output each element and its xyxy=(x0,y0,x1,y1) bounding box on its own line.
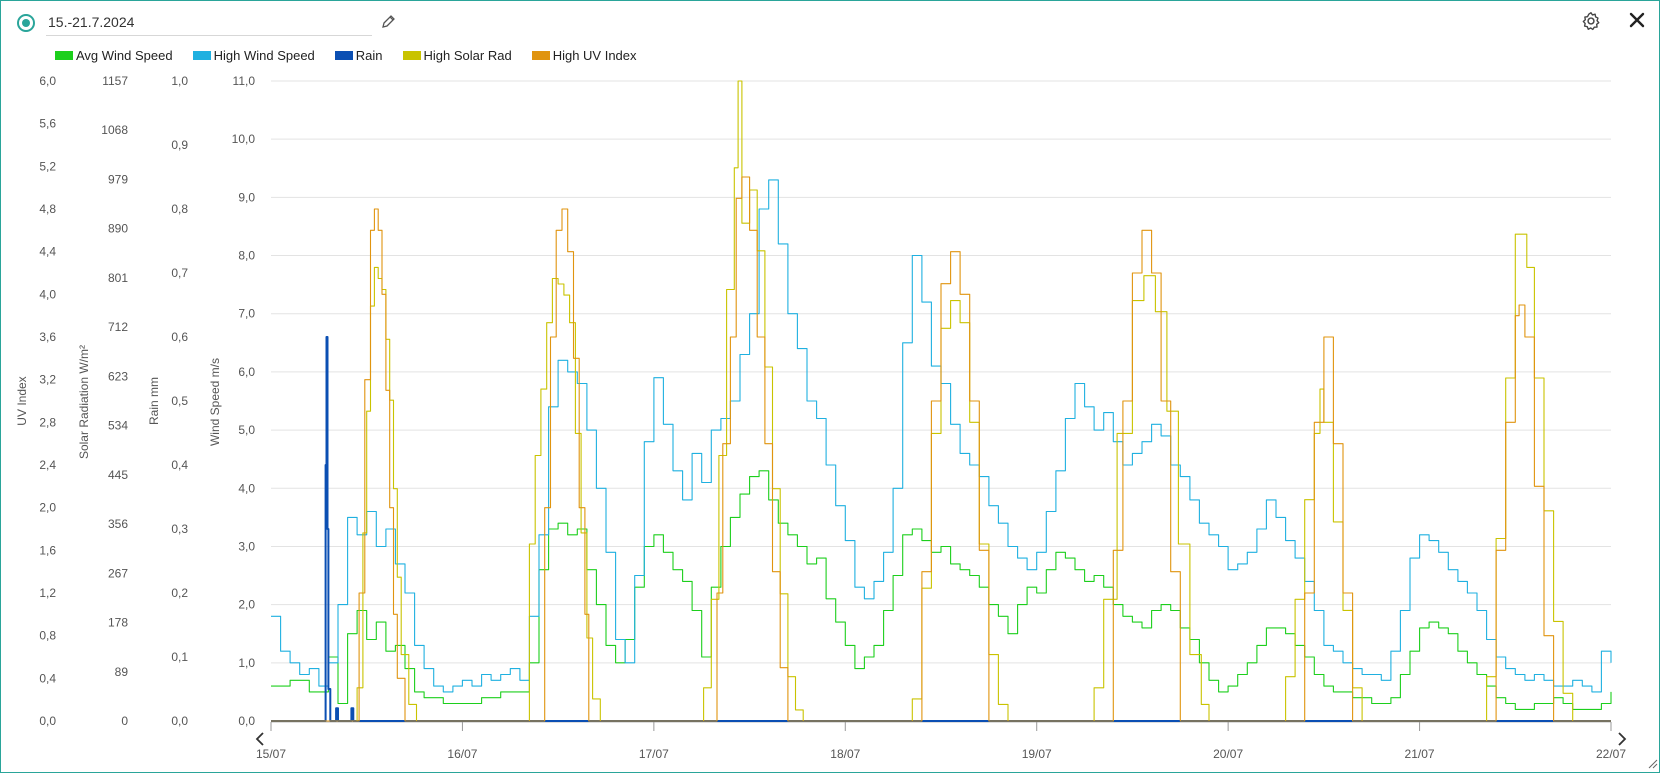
page-title: 15.-21.7.2024 xyxy=(48,14,135,30)
legend-item-high-wind[interactable]: High Wind Speed xyxy=(192,47,315,63)
uv-tick-label: 4,4 xyxy=(39,245,56,259)
wind-tick-label: 9,0 xyxy=(238,190,255,204)
status-dot-icon[interactable] xyxy=(17,14,35,32)
x-tick-label: 16/07 xyxy=(447,747,477,761)
pencil-icon[interactable] xyxy=(378,12,398,32)
rain-tick-label: 0,1 xyxy=(171,650,188,664)
rain-tick-label: 0,9 xyxy=(171,138,188,152)
rain-tick-label: 0,3 xyxy=(171,522,188,536)
chevron-left-icon[interactable] xyxy=(255,732,264,746)
wind-tick-label: 4,0 xyxy=(238,481,255,495)
uv-tick-label: 4,0 xyxy=(39,287,56,301)
rain-tick-label: 0,8 xyxy=(171,202,188,216)
uv-tick-label: 0,0 xyxy=(39,714,56,728)
uv-tick-label: 3,2 xyxy=(39,373,56,387)
resize-grip-icon xyxy=(1648,759,1658,769)
solar-axis-title: Solar Radiation W/m² xyxy=(77,345,91,459)
legend-item-uv[interactable]: High UV Index xyxy=(531,47,637,63)
uv-tick-label: 0,4 xyxy=(39,671,56,685)
wind-tick-label: 8,0 xyxy=(238,249,255,263)
uv-axis-title: UV Index xyxy=(15,376,29,425)
uv-tick-label: 1,2 xyxy=(39,586,56,600)
uv-tick-label: 1,6 xyxy=(39,543,56,557)
series-line-0 xyxy=(271,470,1612,710)
legend-item-avg-wind[interactable]: Avg Wind Speed xyxy=(55,47,173,63)
rain-tick-label: 0,2 xyxy=(171,586,188,600)
rain-tick-label: 0,5 xyxy=(171,394,188,408)
x-tick-label: 15/07 xyxy=(256,747,286,761)
uv-tick-label: 6,0 xyxy=(39,74,56,88)
close-icon[interactable] xyxy=(1626,9,1648,31)
legend-item-solar[interactable]: High Solar Rad xyxy=(402,47,512,63)
series-line-4 xyxy=(271,176,1611,722)
x-tick-label: 20/07 xyxy=(1213,747,1243,761)
solar-tick-label: 0 xyxy=(121,714,128,728)
legend-swatch xyxy=(531,50,550,60)
rain-tick-label: 0,0 xyxy=(171,714,188,728)
rain-tick-label: 0,4 xyxy=(171,458,188,472)
x-tick-label: 19/07 xyxy=(1022,747,1052,761)
solar-tick-label: 1157 xyxy=(102,74,128,88)
solar-tick-label: 534 xyxy=(108,419,128,433)
uv-tick-label: 5,2 xyxy=(39,159,56,173)
legend-swatch xyxy=(334,50,353,60)
rain-tick-label: 0,6 xyxy=(171,330,188,344)
x-tick-label: 18/07 xyxy=(830,747,860,761)
uv-tick-label: 2,8 xyxy=(39,415,56,429)
solar-tick-label: 89 xyxy=(115,665,129,679)
x-tick-label: 22/07 xyxy=(1596,747,1626,761)
solar-tick-label: 267 xyxy=(108,566,128,580)
chevron-right-icon[interactable] xyxy=(1618,732,1627,746)
solar-tick-label: 801 xyxy=(108,271,128,285)
legend-swatch xyxy=(402,50,421,60)
solar-tick-label: 1068 xyxy=(101,123,128,137)
wind-tick-label: 3,0 xyxy=(238,539,255,553)
wind-tick-label: 7,0 xyxy=(238,307,255,321)
series-line-2 xyxy=(271,336,1611,722)
uv-tick-label: 4,8 xyxy=(39,202,56,216)
uv-tick-label: 2,0 xyxy=(39,501,56,515)
wind-tick-label: 2,0 xyxy=(238,598,255,612)
legend-item-rain[interactable]: Rain xyxy=(334,47,383,63)
title-input[interactable]: 15.-21.7.2024 xyxy=(46,10,372,36)
solar-tick-label: 979 xyxy=(108,172,128,186)
legend-swatch xyxy=(55,50,73,60)
rain-tick-label: 1,0 xyxy=(171,74,188,88)
solar-tick-label: 623 xyxy=(108,369,128,383)
legend-label: Avg Wind Speed xyxy=(76,47,173,63)
wind-tick-label: 6,0 xyxy=(238,365,255,379)
legend-label: High UV Index xyxy=(552,47,637,63)
wind-tick-label: 11,0 xyxy=(233,74,256,88)
wind-tick-label: 0,0 xyxy=(238,714,255,728)
x-tick-label: 17/07 xyxy=(639,747,669,761)
legend-swatch xyxy=(192,50,211,60)
uv-tick-label: 5,6 xyxy=(39,117,56,131)
legend-label: High Solar Rad xyxy=(423,47,512,63)
uv-tick-label: 2,4 xyxy=(39,458,56,472)
rain-tick-label: 0,7 xyxy=(171,266,188,280)
solar-tick-label: 356 xyxy=(108,517,128,531)
solar-tick-label: 178 xyxy=(108,616,128,630)
legend-label: High Wind Speed xyxy=(213,47,315,63)
wind-tick-label: 1,0 xyxy=(238,656,255,670)
solar-tick-label: 445 xyxy=(108,468,128,482)
uv-tick-label: 3,6 xyxy=(39,330,56,344)
rain-axis-title: Rain mm xyxy=(147,377,161,425)
gear-icon[interactable] xyxy=(1580,10,1602,32)
series-line-1 xyxy=(271,179,1612,693)
wind-tick-label: 5,0 xyxy=(238,423,255,437)
wind-tick-label: 10,0 xyxy=(232,132,256,146)
solar-tick-label: 890 xyxy=(108,222,128,236)
x-tick-label: 21/07 xyxy=(1405,747,1435,761)
legend-label: Rain xyxy=(355,47,383,63)
wind-axis-title: Wind Speed m/s xyxy=(208,358,222,446)
chart-legend: Avg Wind Speed High Wind Speed Rain High… xyxy=(55,47,637,63)
solar-tick-label: 712 xyxy=(108,320,128,334)
uv-tick-label: 0,8 xyxy=(39,629,56,643)
